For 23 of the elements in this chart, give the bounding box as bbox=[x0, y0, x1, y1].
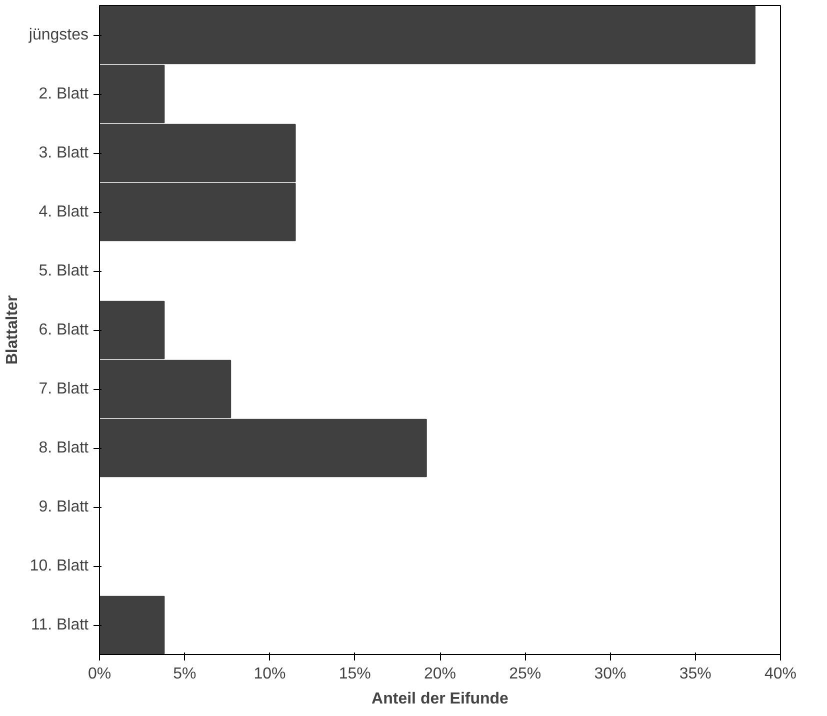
y-tick-label: 9. Blatt bbox=[38, 498, 90, 516]
x-tick-label: 40% bbox=[764, 666, 797, 682]
y-tick-label: 6. Blatt bbox=[38, 322, 90, 338]
y-tick-label: 8. Blatt bbox=[38, 440, 90, 456]
y-tick-label: 2. Blatt bbox=[38, 86, 90, 102]
x-tick-label: 10% bbox=[254, 666, 286, 682]
y-tick-label: 7. Blatt bbox=[38, 380, 90, 398]
x-tick-label: 0% bbox=[88, 666, 112, 682]
x-tick-label: 25% bbox=[509, 666, 542, 682]
y-tick-label: jüngstes bbox=[28, 26, 88, 44]
y-tick-label: 5. Blatt bbox=[38, 262, 90, 280]
x-tick-label: 15% bbox=[338, 666, 371, 682]
y-tick-label: 3. Blatt bbox=[38, 144, 90, 162]
y-axis-title: Blattalter bbox=[4, 295, 21, 365]
x-axis-title: Anteil der Eifunde bbox=[372, 690, 509, 708]
bar bbox=[100, 596, 165, 654]
x-tick-label: 35% bbox=[679, 666, 712, 682]
y-tick-label: 11. Blatt bbox=[30, 616, 90, 634]
y-tick-label: 4. Blatt bbox=[38, 204, 90, 220]
y-tick-label: 10. Blatt bbox=[30, 558, 90, 574]
x-tick-label: 5% bbox=[173, 666, 196, 682]
x-tick-label: 20% bbox=[424, 666, 456, 682]
x-tick-label: 30% bbox=[594, 666, 626, 682]
